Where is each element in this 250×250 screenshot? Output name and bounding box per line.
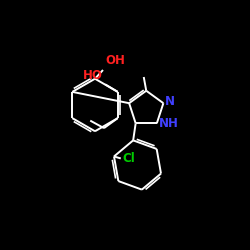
Text: N: N [165, 96, 175, 108]
Text: HO: HO [83, 69, 103, 82]
Text: OH: OH [105, 54, 125, 68]
Text: NH: NH [159, 117, 179, 130]
Text: Cl: Cl [123, 152, 136, 166]
